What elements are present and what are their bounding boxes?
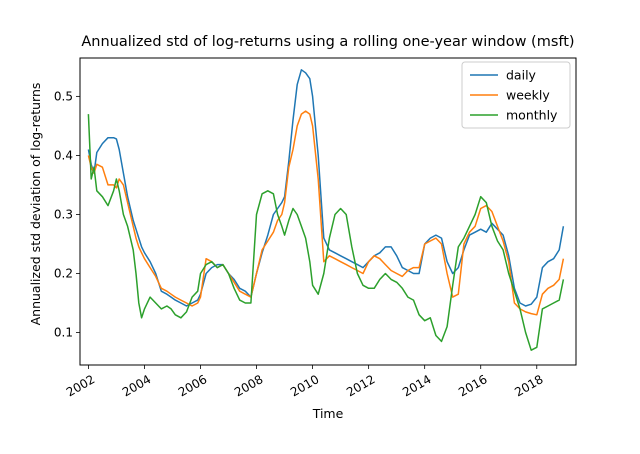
- legend-label-daily: daily: [506, 68, 537, 83]
- x-tick-label: 2010: [288, 372, 321, 399]
- x-tick-label: 2016: [456, 372, 489, 399]
- series-line-weekly: [87, 110, 565, 316]
- x-axis-label: Time: [312, 406, 344, 421]
- x-tick-label: 2014: [400, 372, 433, 399]
- series-line-daily: [87, 69, 565, 307]
- x-tick-label: 2004: [120, 372, 153, 399]
- x-tick-label: 2008: [232, 372, 265, 399]
- legend-label-weekly: weekly: [506, 88, 550, 103]
- chart-title: Annualized std of log-returns using a ro…: [81, 34, 574, 50]
- y-axis-label: Annualized std deviation of log-returns: [28, 83, 43, 326]
- y-tick-label: 0.4: [54, 148, 73, 162]
- y-axis: 0.1 0.2 0.3 0.4 0.5: [54, 89, 80, 340]
- y-tick-label: 0.5: [54, 89, 73, 103]
- series-line-monthly: [87, 114, 565, 351]
- x-tick-label: 2002: [64, 372, 97, 399]
- y-tick-label: 0.1: [54, 326, 73, 340]
- y-tick-label: 0.2: [54, 266, 73, 280]
- legend: daily weekly monthly: [461, 61, 571, 129]
- x-tick-label: 2012: [344, 372, 377, 399]
- series-lines: [87, 69, 565, 351]
- x-axis: 2002 2004 2006 2008 2010 2012 2014 2016 2018: [64, 365, 546, 399]
- legend-label-monthly: monthly: [506, 108, 558, 123]
- x-tick-label: 2018: [512, 372, 545, 399]
- y-tick-label: 0.3: [54, 207, 73, 221]
- legend-box: [461, 61, 571, 129]
- x-tick-label: 2006: [176, 372, 209, 399]
